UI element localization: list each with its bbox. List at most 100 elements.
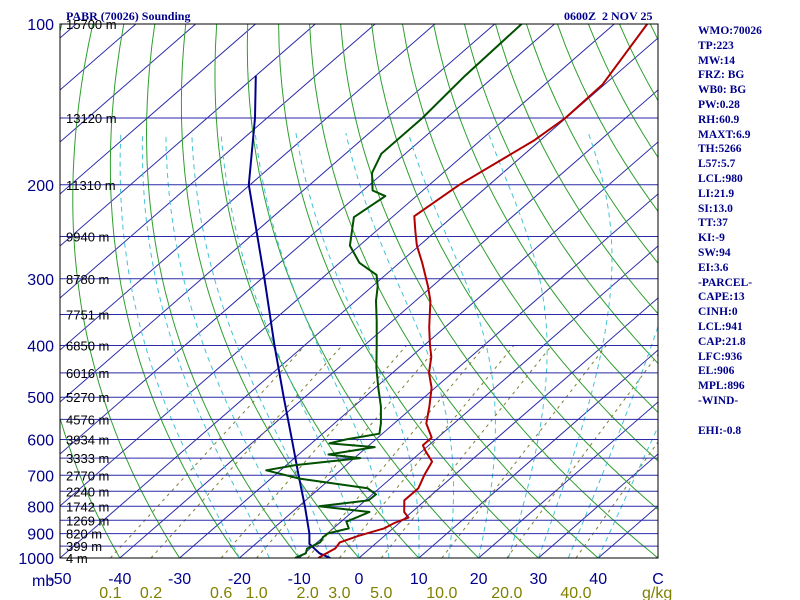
temperature-tick-label: -30 xyxy=(168,571,191,588)
height-label: 399 m xyxy=(66,539,102,554)
mixing-ratio-tick-label: 0.2 xyxy=(140,585,162,600)
temperature-tick-label: 0 xyxy=(355,571,364,588)
sounding-index: WB0: BG xyxy=(698,84,747,97)
parcel-trace xyxy=(247,75,331,558)
temperature-unit-label: C xyxy=(652,571,664,588)
indices-panel: WMO:70026 TP:223 MW:14 FRZ: BG WB0: BG PW:0.2… xyxy=(698,24,798,438)
pressure-tick-label: 500 xyxy=(27,390,54,407)
pressure-tick-label: 1000 xyxy=(18,551,54,568)
isotherm xyxy=(418,349,658,558)
height-label: 2240 m xyxy=(66,484,109,499)
mixing-ratio-line xyxy=(380,345,553,558)
sounding-index: WMO:70026 xyxy=(698,25,762,37)
mixing-ratio-unit-label: g/kg xyxy=(642,585,672,600)
moist-adiabat xyxy=(141,132,270,558)
isotherm xyxy=(478,401,658,558)
height-label: 6850 m xyxy=(66,339,109,354)
sounding-index: LI:21.9 xyxy=(698,187,735,200)
height-label: 820 m xyxy=(66,527,102,542)
pressure-tick-label: 100 xyxy=(27,17,54,34)
height-label: 4 m xyxy=(66,551,88,566)
plot-frame xyxy=(59,23,659,559)
sounding-index: TH:5266 xyxy=(698,143,742,156)
pressure-tick-label: 300 xyxy=(27,272,54,289)
pressure-tick-label: 600 xyxy=(27,433,54,450)
sounding-index: KI:-9 xyxy=(698,232,725,245)
dry-adiabat xyxy=(340,24,658,558)
isotherm xyxy=(60,24,197,143)
sounding-index: LCL:941 xyxy=(698,320,743,333)
sounding-index: FRZ: BG xyxy=(698,69,745,82)
sounding-index: SI:13.0 xyxy=(698,202,733,215)
temperature-tick-label: 40 xyxy=(589,571,607,588)
sounding-index: LCL:980 xyxy=(698,172,743,185)
sounding-index: RH:60.9 xyxy=(698,113,740,126)
sounding-index: CINH:0 xyxy=(698,306,738,319)
mixing-ratio-tick-label: 0.6 xyxy=(210,585,232,600)
pressure-unit-label: mb xyxy=(32,573,54,590)
mixing-ratio-line xyxy=(575,441,658,558)
sounding-index: TT:37 xyxy=(698,217,728,230)
pressure-tick-label: 700 xyxy=(27,468,54,485)
pressure-tick-label: 200 xyxy=(27,178,54,195)
sounding-index: PW:0.28 xyxy=(698,98,740,111)
mixing-ratio-line xyxy=(150,345,343,558)
temperature-tick-label: 20 xyxy=(470,571,488,588)
sounding-index: EHI:-0.8 xyxy=(698,424,742,437)
height-label: 11310 m xyxy=(66,178,116,193)
sounding-index: EI:3.6 xyxy=(698,261,729,274)
valid-time: 0600Z 2 NOV 25 xyxy=(564,9,652,23)
sounding-index: TP:223 xyxy=(698,39,734,52)
isotherm xyxy=(60,24,316,247)
temperature-tick-label: -20 xyxy=(228,571,251,588)
isotherm xyxy=(298,245,658,558)
dry-adiabat xyxy=(309,24,599,558)
height-label: 1742 m xyxy=(66,499,109,514)
pressure-tick-label: 400 xyxy=(27,339,54,356)
sounding-index: L57:5.7 xyxy=(698,158,736,171)
dry-adiabat xyxy=(180,24,360,558)
temperature-tick-label: 10 xyxy=(410,571,428,588)
sounding-index: LFC:936 xyxy=(698,350,743,363)
isotherm xyxy=(0,24,16,558)
sounding-index: MAXT:6.9 xyxy=(698,128,751,141)
temperature-tick-label: -10 xyxy=(288,571,311,588)
dewpoint-trace xyxy=(265,24,523,558)
height-label: 15700 m xyxy=(66,17,117,32)
moist-adiabat xyxy=(597,425,658,558)
pressure-tick-label: 800 xyxy=(27,499,54,516)
mixing-ratio-line xyxy=(506,353,658,558)
sounding-index xyxy=(698,409,798,424)
moist-adiabat xyxy=(567,325,658,558)
dry-adiabat xyxy=(246,24,479,558)
temperature-tick-label: 30 xyxy=(530,571,548,588)
height-label: 7751 m xyxy=(66,308,109,323)
isotherm xyxy=(358,297,658,558)
isotherm xyxy=(239,193,658,558)
dry-adiabat xyxy=(278,24,539,558)
height-label: 3934 m xyxy=(66,433,109,448)
sounding-index: -PARCEL- xyxy=(698,276,753,289)
isotherm xyxy=(179,141,658,558)
sounding-index: -WIND- xyxy=(698,394,739,407)
mixing-ratio-tick-label: 2.0 xyxy=(297,585,319,600)
moist-adiabat xyxy=(165,132,300,558)
dry-adiabat xyxy=(214,24,420,558)
isotherm xyxy=(60,24,436,351)
isotherm xyxy=(60,24,376,299)
height-label: 1269 m xyxy=(66,513,109,528)
isotherm xyxy=(60,24,615,507)
mixing-ratio-tick-label: 1.0 xyxy=(245,585,267,600)
height-label: 9940 m xyxy=(66,229,109,244)
moist-adiabat xyxy=(191,132,330,558)
temperature-tick-label: -40 xyxy=(108,571,131,588)
mixing-ratio-line xyxy=(110,345,306,558)
pressure-tick-label: 900 xyxy=(27,527,54,544)
temperature-trace xyxy=(317,24,649,558)
mixing-ratio-line xyxy=(441,345,607,558)
height-label: 6016 m xyxy=(66,366,109,381)
mixing-ratio-tick-label: 5.0 xyxy=(370,585,392,600)
sounding-index: CAP:21.8 xyxy=(698,335,746,348)
dry-adiabat xyxy=(109,24,240,558)
